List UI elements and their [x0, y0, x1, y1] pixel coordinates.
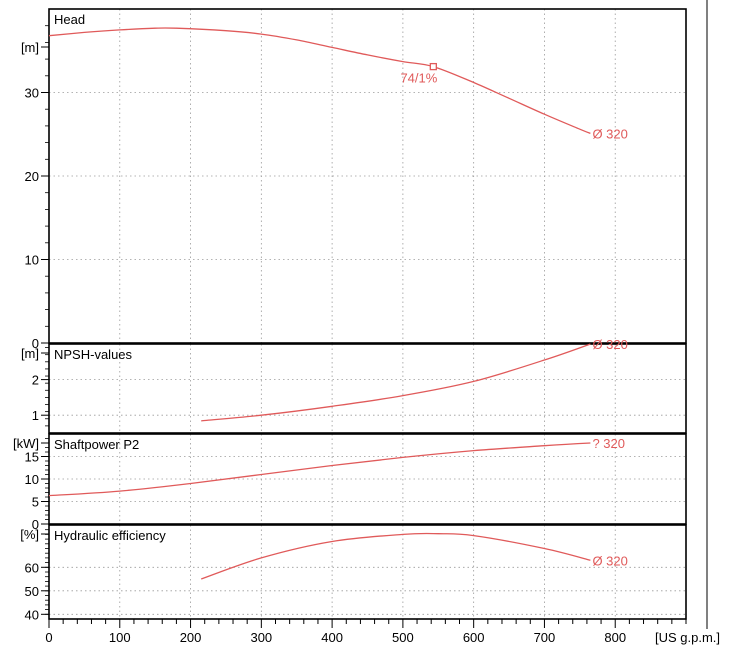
x-tick-label: 100	[109, 630, 131, 645]
curve-end-label: Ø 320	[592, 126, 627, 141]
y-tick-label: 2	[32, 373, 39, 388]
y-tick-label: 1	[32, 408, 39, 423]
curve-npsh	[201, 343, 591, 422]
panel-frame	[48, 343, 687, 434]
curve-end-label: Ø 320	[592, 337, 627, 352]
duty-point-label: 74/1%	[400, 71, 437, 86]
y-tick-label: 30	[25, 86, 39, 101]
y-tick-label: 15	[25, 450, 39, 465]
y-tick-label: 10	[25, 472, 39, 487]
panel-title: NPSH-values	[54, 347, 133, 362]
axes-layer	[41, 0, 708, 629]
y-tick-label: 5	[32, 495, 39, 510]
duty-point-marker	[429, 62, 437, 71]
curve-end-label: ? 320	[592, 436, 625, 451]
curve-efficiency	[200, 532, 591, 580]
y-unit-label: [%]	[20, 527, 39, 542]
y-tick-label: 0	[32, 517, 39, 532]
curve-power	[48, 442, 591, 497]
x-tick-label: 700	[534, 630, 556, 645]
x-tick-label: 500	[392, 630, 414, 645]
curve-head	[48, 27, 591, 135]
y-tick-label: 50	[25, 584, 39, 599]
curves-layer	[48, 27, 591, 580]
y-tick-label: 10	[25, 253, 39, 268]
text-layer: 0 10 20 30 [m] Head Ø 320 74/1% 1 2 [m] NPSH-values…	[13, 12, 720, 645]
grid-layer	[48, 9, 686, 619]
curve-end-label: Ø 320	[592, 553, 627, 568]
x-tick-label: 400	[321, 630, 343, 645]
y-tick-label: 40	[25, 607, 39, 622]
x-tick-label: 0	[45, 630, 52, 645]
x-tick-label: 600	[463, 630, 485, 645]
y-tick-label: 20	[25, 169, 39, 184]
x-tick-label: 300	[250, 630, 272, 645]
y-unit-label: [m]	[21, 40, 39, 55]
y-unit-label: [kW]	[13, 436, 39, 451]
x-unit-label: [US g.p.m.]	[655, 630, 720, 645]
panel-title: Head	[54, 12, 85, 27]
x-tick-label: 200	[180, 630, 202, 645]
panel-title: Hydraulic efficiency	[54, 528, 166, 543]
y-tick-label: 0	[32, 336, 39, 351]
x-tick-label: 800	[604, 630, 626, 645]
y-tick-label: 60	[25, 560, 39, 575]
panel-title: Shaftpower P2	[54, 437, 139, 452]
y-unit-label: [m]	[21, 346, 39, 361]
